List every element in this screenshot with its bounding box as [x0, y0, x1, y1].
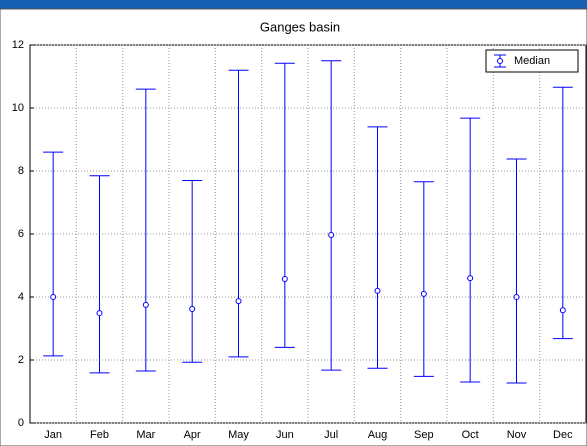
median-point [559, 307, 566, 314]
median-point [420, 290, 427, 297]
x-tick-label: Apr [184, 429, 201, 441]
x-tick-label: Feb [90, 429, 109, 441]
median-point [513, 294, 520, 300]
median-point [328, 231, 335, 238]
x-tick-label: Jun [276, 429, 294, 441]
x-tick-label: Mar [136, 429, 155, 441]
median-point [189, 305, 196, 312]
x-tick-label: Oct [462, 429, 479, 441]
y-tick-label: 0 [18, 417, 24, 429]
legend-box [485, 49, 579, 73]
y-tick-label: 2 [18, 354, 24, 366]
x-tick-label: Jan [44, 429, 62, 441]
x-tick-label: May [228, 429, 249, 441]
legend-marker [497, 58, 503, 64]
x-tick-label: Dec [553, 429, 573, 441]
y-tick-label: 8 [18, 165, 24, 177]
median-point [96, 310, 103, 317]
median-point [374, 287, 381, 294]
median-point [467, 275, 474, 282]
median-point [235, 298, 242, 305]
x-tick-label: Sep [414, 429, 434, 441]
chart-title: Ganges basin [260, 19, 340, 34]
x-tick-label: Aug [368, 429, 388, 441]
y-tick-label: 12 [12, 39, 24, 51]
y-tick-label: 4 [18, 291, 24, 303]
x-tick-label: Jul [324, 429, 338, 441]
x-tick-label: Nov [507, 429, 527, 441]
window-bar [0, 0, 587, 9]
y-tick-label: 10 [12, 102, 24, 114]
median-point [142, 301, 149, 308]
legend-label: Median [514, 55, 550, 67]
median-point [281, 276, 288, 283]
median-point [50, 294, 57, 300]
y-tick-label: 6 [18, 228, 24, 240]
